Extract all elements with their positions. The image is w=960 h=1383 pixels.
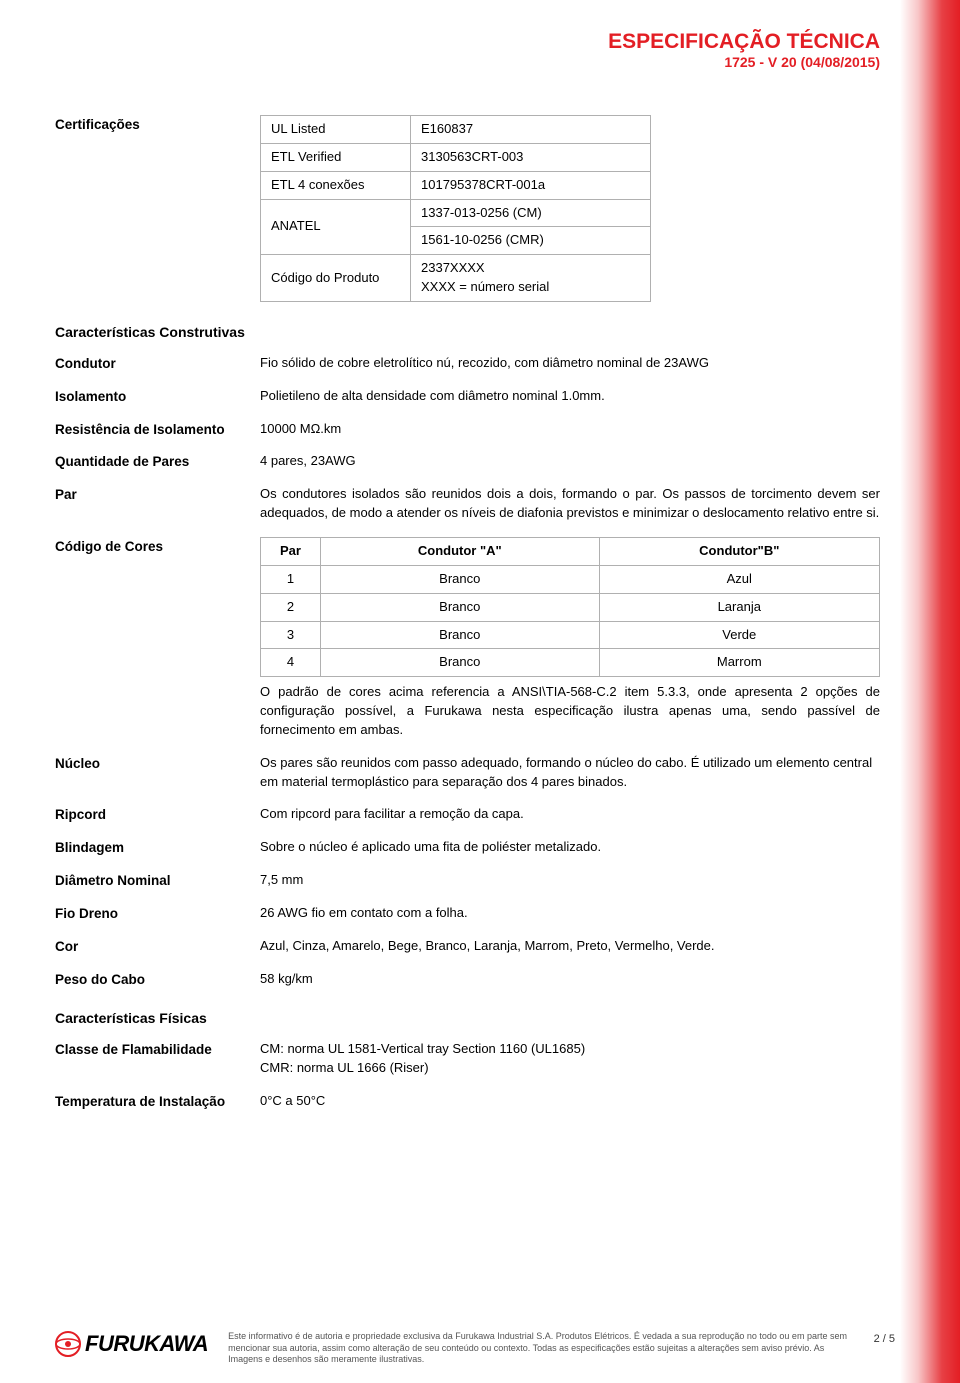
field-label: Peso do Cabo [55, 970, 260, 987]
field-label: Blindagem [55, 838, 260, 855]
cert-label: Certificações [55, 115, 260, 132]
field-label: Isolamento [55, 387, 260, 404]
field-value: CM: norma UL 1581-Vertical tray Section … [260, 1040, 880, 1078]
cell: 2 [261, 593, 321, 621]
field-value: 58 kg/km [260, 970, 880, 989]
field-temp: Temperatura de Instalação 0°C a 50°C [55, 1092, 880, 1111]
section-physical: Características Físicas [55, 1010, 880, 1026]
cert-key: ETL Verified [261, 143, 411, 171]
field-ripcord: Ripcord Com ripcord para facilitar a rem… [55, 805, 880, 824]
cell: 3 [261, 621, 321, 649]
field-fio-dreno: Fio Dreno 26 AWG fio em contato com a fo… [55, 904, 880, 923]
field-cor: Cor Azul, Cinza, Amarelo, Bege, Branco, … [55, 937, 880, 956]
field-diametro: Diâmetro Nominal 7,5 mm [55, 871, 880, 890]
cert-val: 1561-10-0256 (CMR) [411, 227, 651, 255]
field-value: Os pares são reunidos com passo adequado… [260, 754, 880, 792]
table-row: 3 Branco Verde [261, 621, 880, 649]
cell: 4 [261, 649, 321, 677]
field-label: Código de Cores [55, 537, 260, 554]
cert-val: 3130563CRT-003 [411, 143, 651, 171]
field-value: Fio sólido de cobre eletrolítico nú, rec… [260, 354, 880, 373]
cell: Verde [599, 621, 879, 649]
field-label: Par [55, 485, 260, 502]
col-header: Condutor "A" [321, 537, 600, 565]
field-flamabilidade: Classe de Flamabilidade CM: norma UL 158… [55, 1040, 880, 1078]
field-blindagem: Blindagem Sobre o núcleo é aplicado uma … [55, 838, 880, 857]
field-value: Os condutores isolados são reunidos dois… [260, 485, 880, 523]
field-label: Cor [55, 937, 260, 954]
page-footer: FURUKAWA Este informativo é de autoria e… [55, 1331, 895, 1365]
table-row: ANATEL 1337-013-0256 (CM) [261, 199, 651, 227]
header-title: ESPECIFICAÇÃO TÉCNICA [55, 30, 880, 54]
table-header-row: Par Condutor "A" Condutor"B" [261, 537, 880, 565]
field-label: Resistência de Isolamento [55, 420, 260, 437]
cell: Branco [321, 621, 600, 649]
table-row: Código do Produto 2337XXXX XXXX = número… [261, 255, 651, 302]
color-table: Par Condutor "A" Condutor"B" 1 Branco Az… [260, 537, 880, 677]
field-value: Azul, Cinza, Amarelo, Bege, Branco, Lara… [260, 937, 880, 956]
field-isolamento: Isolamento Polietileno de alta densidade… [55, 387, 880, 406]
cert-val: E160837 [411, 116, 651, 144]
page-number: 2 / 5 [874, 1331, 895, 1345]
table-row: UL Listed E160837 [261, 116, 651, 144]
color-note: O padrão de cores acima referencia a ANS… [260, 683, 880, 740]
cert-table-wrap: UL Listed E160837 ETL Verified 3130563CR… [260, 115, 880, 302]
field-label: Quantidade de Pares [55, 452, 260, 469]
table-row: 1 Branco Azul [261, 565, 880, 593]
field-condutor: Condutor Fio sólido de cobre eletrolític… [55, 354, 880, 373]
cert-val: 2337XXXX XXXX = número serial [411, 255, 651, 302]
field-value: 7,5 mm [260, 871, 880, 890]
field-value: 0°C a 50°C [260, 1092, 880, 1111]
field-quantidade: Quantidade de Pares 4 pares, 23AWG [55, 452, 880, 471]
footer-disclaimer: Este informativo é de autoria e propried… [228, 1331, 853, 1365]
field-value: 10000 MΩ.km [260, 420, 880, 439]
header-sub: 1725 - V 20 (04/08/2015) [55, 54, 880, 70]
furukawa-logo: FURUKAWA [55, 1331, 208, 1357]
logo-text: FURUKAWA [85, 1331, 208, 1357]
cert-key: ETL 4 conexões [261, 171, 411, 199]
table-row: 2 Branco Laranja [261, 593, 880, 621]
color-code-block: Par Condutor "A" Condutor"B" 1 Branco Az… [260, 537, 880, 740]
table-row: 4 Branco Marrom [261, 649, 880, 677]
col-header: Condutor"B" [599, 537, 879, 565]
field-label: Núcleo [55, 754, 260, 771]
side-gradient [900, 0, 960, 1383]
table-row: ETL Verified 3130563CRT-003 [261, 143, 651, 171]
cert-key: UL Listed [261, 116, 411, 144]
cert-key: Código do Produto [261, 255, 411, 302]
table-row: ETL 4 conexões 101795378CRT-001a [261, 171, 651, 199]
cell: Branco [321, 565, 600, 593]
cell: Laranja [599, 593, 879, 621]
certifications-row: Certificações UL Listed E160837 ETL Veri… [55, 115, 880, 302]
field-label: Classe de Flamabilidade [55, 1040, 260, 1057]
page-header: ESPECIFICAÇÃO TÉCNICA 1725 - V 20 (04/08… [55, 30, 880, 70]
field-par: Par Os condutores isolados são reunidos … [55, 485, 880, 523]
cell: Branco [321, 649, 600, 677]
field-peso: Peso do Cabo 58 kg/km [55, 970, 880, 989]
field-label: Ripcord [55, 805, 260, 822]
cert-table: UL Listed E160837 ETL Verified 3130563CR… [260, 115, 651, 302]
field-label: Diâmetro Nominal [55, 871, 260, 888]
field-resistencia: Resistência de Isolamento 10000 MΩ.km [55, 420, 880, 439]
cell: 1 [261, 565, 321, 593]
field-value: Sobre o núcleo é aplicado uma fita de po… [260, 838, 880, 857]
cert-val: 101795378CRT-001a [411, 171, 651, 199]
field-label: Fio Dreno [55, 904, 260, 921]
field-label: Condutor [55, 354, 260, 371]
cell: Azul [599, 565, 879, 593]
cell: Branco [321, 593, 600, 621]
field-label: Temperatura de Instalação [55, 1092, 260, 1109]
logo-icon [55, 1331, 81, 1357]
field-value: 4 pares, 23AWG [260, 452, 880, 471]
field-value: 26 AWG fio em contato com a folha. [260, 904, 880, 923]
field-codigo-cores: Código de Cores Par Condutor "A" Conduto… [55, 537, 880, 740]
field-value: Polietileno de alta densidade com diâmet… [260, 387, 880, 406]
col-header: Par [261, 537, 321, 565]
cell: Marrom [599, 649, 879, 677]
cert-val: 1337-013-0256 (CM) [411, 199, 651, 227]
section-constructive: Características Construtivas [55, 324, 880, 340]
cert-key: ANATEL [261, 199, 411, 255]
field-nucleo: Núcleo Os pares são reunidos com passo a… [55, 754, 880, 792]
field-value: Com ripcord para facilitar a remoção da … [260, 805, 880, 824]
